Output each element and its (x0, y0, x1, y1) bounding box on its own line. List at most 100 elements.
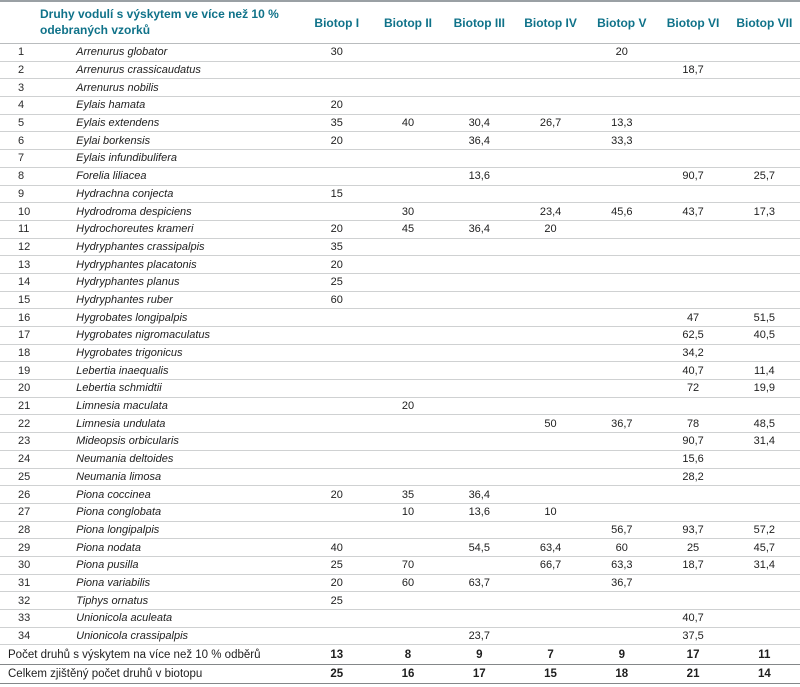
value-cell: 40,5 (753, 329, 776, 342)
species-name: Hydrodroma despiciens (76, 205, 192, 218)
table-row: 2 Arrenurus crassicaudatus 18,7 (0, 61, 800, 79)
table-row: 19 Lebertia inaequalis 40,7 11,4 (0, 362, 800, 380)
value-cell (372, 79, 443, 97)
value-cell: 63,3 (611, 559, 633, 572)
value-cell (729, 574, 800, 592)
value-cell (729, 44, 800, 62)
value-cell: 15,6 (682, 453, 704, 466)
value-cell (586, 291, 657, 309)
value-cell (586, 79, 657, 97)
value-cell: 18,7 (682, 64, 704, 77)
summary-value-cell: 11 (758, 648, 771, 661)
value-cell (729, 150, 800, 168)
value-cell: 57,2 (753, 523, 776, 536)
biotope-column-header: Biotop IV (524, 15, 577, 30)
species-name: Neumania limosa (76, 470, 162, 483)
species-column-header: Druhy vodulí s výskytem ve více než 10 %… (40, 6, 279, 37)
summary-value-cell: 14 (757, 668, 771, 681)
value-cell: 90,7 (682, 170, 704, 183)
biotope-column-header: Biotop I (314, 15, 360, 30)
value-cell (444, 592, 515, 610)
value-cell (729, 220, 800, 238)
value-cell (586, 150, 657, 168)
value-cell: 45 (401, 223, 415, 236)
value-cell (515, 44, 586, 62)
value-cell (372, 291, 443, 309)
species-name: Unionicola aculeata (76, 612, 173, 625)
row-number: 13 (18, 258, 31, 271)
value-cell: 43,7 (682, 205, 704, 218)
value-cell (729, 397, 800, 415)
value-cell (301, 433, 372, 451)
value-cell (515, 256, 586, 274)
value-cell: 25 (686, 541, 700, 554)
value-cell (444, 309, 515, 327)
row-number: 21 (18, 400, 31, 413)
species-name: Limnesia maculata (76, 400, 168, 413)
value-cell: 23,7 (468, 630, 490, 643)
value-cell: 30 (330, 46, 343, 59)
value-cell (515, 344, 586, 362)
value-cell (586, 61, 657, 79)
species-name: Piona pusilla (76, 559, 139, 572)
value-cell (372, 610, 443, 628)
summary-value-cell: 25 (330, 668, 344, 681)
value-cell: 20 (401, 400, 415, 413)
summary-row: Celkem zjištěný počet druhů v biotopu 25… (0, 664, 800, 684)
value-cell (372, 256, 443, 274)
header-row: Druhy vodulí s výskytem ve více než 10 %… (0, 1, 800, 44)
value-cell (729, 185, 800, 203)
value-cell (372, 592, 443, 610)
value-cell (515, 273, 586, 291)
species-name: Hygrobates longipalpis (76, 311, 188, 324)
value-cell (586, 238, 657, 256)
table-row: 28 Piona longipalpis 56,7 93,7 57,2 (0, 521, 800, 539)
value-cell: 20 (330, 258, 343, 271)
table-row: 18 Hygrobates trigonicus 34,2 (0, 344, 800, 362)
value-cell (444, 450, 515, 468)
species-name: Arrenurus nobilis (76, 81, 159, 94)
value-cell: 11,4 (754, 364, 775, 377)
value-cell (657, 185, 728, 203)
value-cell: 51,5 (753, 311, 776, 324)
value-cell (586, 503, 657, 521)
value-cell (444, 344, 515, 362)
value-cell (586, 610, 657, 628)
value-cell (444, 397, 515, 415)
value-cell (515, 61, 586, 79)
row-number: 18 (18, 347, 31, 360)
row-number: 6 (18, 134, 25, 147)
value-cell: 30,4 (468, 117, 490, 130)
value-cell (301, 415, 372, 433)
row-number: 10 (18, 205, 31, 218)
value-cell: 50 (544, 417, 557, 430)
table-row: 25 Neumania limosa 28,2 (0, 468, 800, 486)
species-name: Hydrachna conjecta (76, 187, 174, 200)
value-cell (372, 450, 443, 468)
row-number: 23 (18, 435, 31, 448)
value-cell (444, 468, 515, 486)
value-cell (657, 503, 728, 521)
value-cell: 90,7 (682, 435, 704, 448)
value-cell: 10 (544, 506, 557, 519)
row-number: 11 (18, 223, 30, 236)
value-cell (586, 362, 657, 380)
value-cell: 36,4 (468, 488, 490, 501)
biotope-column-header: Biotop VII (736, 15, 793, 30)
value-cell (515, 167, 586, 185)
table-row: 32 Tiphys ornatus 25 (0, 592, 800, 610)
row-number: 30 (18, 559, 31, 572)
value-cell (301, 203, 372, 221)
value-cell (301, 309, 372, 327)
value-cell (301, 468, 372, 486)
table-header: Druhy vodulí s výskytem ve více než 10 %… (0, 1, 800, 44)
value-cell (301, 610, 372, 628)
row-number: 25 (18, 470, 31, 483)
table-row: 15 Hydryphantes ruber 60 (0, 291, 800, 309)
table-row: 4 Eylais hamata 20 (0, 97, 800, 115)
table-row: 10 Hydrodroma despiciens 30 23,4 45,6 43… (0, 203, 800, 221)
row-number: 22 (18, 417, 31, 430)
row-number: 31 (18, 576, 31, 589)
value-cell: 37,5 (682, 630, 704, 643)
value-cell (657, 44, 728, 62)
